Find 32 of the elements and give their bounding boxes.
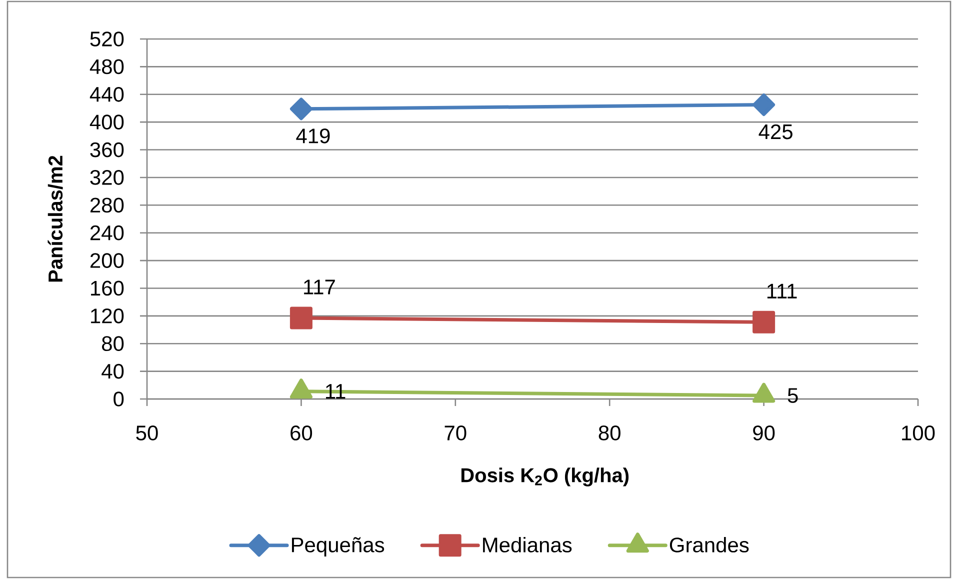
point (290, 98, 312, 120)
x-tick-label: 50 (136, 426, 158, 440)
x-tick-label: 60 (290, 426, 312, 440)
y-tick-label: 0 (114, 392, 124, 406)
data-label: 111 (767, 284, 797, 298)
y-tick-label: 200 (90, 253, 124, 268)
y-tick-label: 440 (90, 86, 124, 102)
y-tick-label: 520 (90, 32, 124, 46)
y-tick-label: 480 (90, 59, 124, 74)
y-tick-label: 320 (90, 170, 124, 185)
y-tick-label: 280 (90, 198, 124, 213)
x-tick-label: 90 (753, 426, 775, 440)
y-tick-label: 40 (102, 364, 124, 379)
legend-label: Grandes (670, 537, 749, 552)
y-tick-label: 360 (90, 142, 124, 158)
data-label: 419 (296, 128, 330, 144)
point (752, 94, 776, 116)
x-axis-title: Dosis K$_{2}$O (kg/ha) (461, 468, 629, 486)
y-axis-title: Panículas/m2 (48, 156, 63, 282)
data-label: 5 (788, 388, 798, 403)
data-label: 117 (304, 280, 335, 294)
y-tick-label: 400 (90, 114, 124, 130)
y-tick-label: 240 (90, 225, 124, 240)
x-tick-label: 80 (598, 426, 620, 440)
x-tick-label: 70 (444, 426, 466, 440)
legend-label: Medianas (483, 537, 572, 552)
x-tick-label: 100 (902, 426, 935, 440)
y-tick-label: 120 (91, 308, 124, 324)
data-label: 425 (758, 124, 792, 140)
legend-label: Pequeñas (292, 537, 384, 557)
y-tick-label: 160 (91, 280, 124, 296)
y-tick-label: 80 (102, 336, 124, 352)
